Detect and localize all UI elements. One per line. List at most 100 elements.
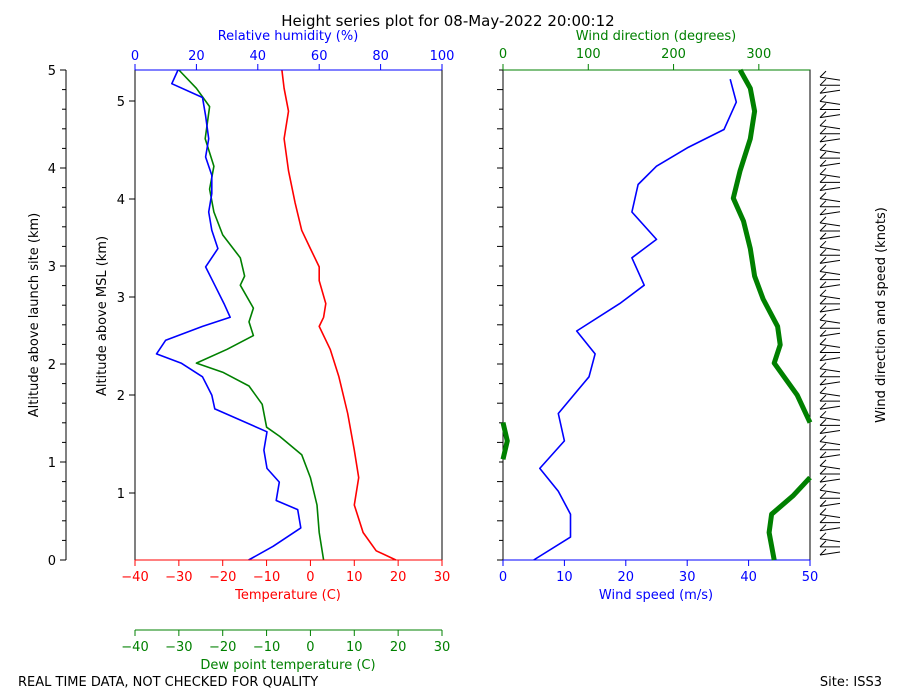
- wind-barb-flag: [819, 78, 827, 86]
- wind-barb: [819, 538, 841, 543]
- wind-barb-flag: [819, 135, 827, 143]
- wind-barb: [819, 405, 841, 410]
- outer-tick-label: 1: [48, 456, 56, 471]
- wind-barb-flag: [819, 419, 827, 426]
- outer-altitude-axis: 0 1 2 3 4 5 Altitude above launch site (km): [27, 64, 67, 569]
- wind-barb-flag: [819, 95, 827, 102]
- dewpoint-tick-label: 10: [346, 640, 363, 655]
- wind-barb-flag: [819, 410, 827, 418]
- wind-speed-tick-label: 40: [740, 570, 757, 585]
- wind-barb-flag: [819, 167, 827, 175]
- wind-barb: [819, 211, 841, 216]
- humidity-tick-label: 60: [311, 49, 328, 64]
- series-relative-humidity: [155, 69, 302, 561]
- dewpoint-axis-label: Dew point temperature (C): [200, 658, 375, 673]
- dewpoint-tick-label: 30: [434, 640, 451, 655]
- series-wind-direction: [500, 422, 510, 460]
- wind-barb-flag: [819, 338, 827, 345]
- wind-barb-flag: [819, 305, 827, 313]
- wind-barb-label: Wind direction and speed (knots): [874, 207, 889, 423]
- dewpoint-tick-label: 20: [390, 640, 407, 655]
- dewpoint-tick-label: −30: [165, 640, 192, 655]
- wind-barb-flag: [819, 184, 827, 191]
- wind-barb-flag: [819, 402, 827, 410]
- dewpoint-tick-label: 0: [306, 640, 314, 655]
- wind-barb-flag: [819, 143, 827, 151]
- temperature-tick-label: −30: [165, 570, 192, 585]
- thermo-panel: 1 2 3 4 5 Altitude above MSL (km) −40 −30 −20 −…: [95, 29, 454, 673]
- wind-barb: [819, 295, 841, 300]
- wind-barb: [819, 149, 841, 154]
- humidity-tick-label: 40: [250, 49, 267, 64]
- wind-barb-flag: [819, 192, 827, 199]
- wind-barb: [819, 357, 841, 362]
- wind-barb-flag: [819, 540, 827, 548]
- dewpoint-tick-label: −40: [121, 640, 148, 655]
- thermo-panel-frame: [134, 69, 443, 561]
- outer-tick-label: 2: [48, 358, 56, 373]
- wind-barb: [819, 430, 841, 434]
- wind-barb-flag: [819, 119, 827, 127]
- wind-barb-flag: [819, 176, 827, 183]
- wind-barb-flag: [819, 459, 827, 467]
- dewpoint-tick-label: −10: [253, 640, 280, 655]
- outer-tick-label: 0: [48, 554, 56, 569]
- humidity-axis-label: Relative humidity (%): [218, 29, 359, 44]
- wind-barb-flag: [819, 281, 827, 289]
- wind-barb: [819, 381, 841, 386]
- wind-barb: [819, 332, 841, 337]
- wind-speed-axis-label: Wind speed (m/s): [599, 588, 713, 603]
- series-temperature: [281, 69, 397, 561]
- wind-barb: [819, 198, 841, 203]
- wind-barb-flag: [819, 289, 827, 297]
- wind-barb: [819, 527, 841, 532]
- wind-barb-flag: [819, 216, 827, 224]
- wind-barb: [819, 478, 841, 483]
- inner-tick-label: 4: [117, 193, 125, 208]
- wind-barb-flag: [819, 532, 827, 540]
- wind-direction-tick-label: 200: [661, 47, 686, 62]
- wind-direction-axis-label: Wind direction (degrees): [576, 29, 736, 44]
- wind-barbs: [819, 70, 841, 556]
- wind-barb: [819, 465, 841, 470]
- temperature-tick-label: 30: [434, 570, 451, 585]
- temperature-tick-label: −10: [253, 570, 280, 585]
- series-wind-direction: [730, 68, 813, 424]
- wind-barb: [819, 100, 841, 105]
- wind-barb-flag: [819, 224, 827, 232]
- wind-direction-tick-label: 0: [499, 47, 507, 62]
- outer-tick-label: 5: [48, 64, 56, 79]
- wind-barb: [819, 271, 841, 275]
- wind-barb-flag: [819, 257, 827, 264]
- outer-altitude-label: Altitude above launch site (km): [27, 213, 42, 417]
- wind-barb-flag: [819, 548, 827, 556]
- wind-barb-flag: [819, 427, 827, 434]
- wind-barb: [819, 284, 841, 289]
- wind-barb: [819, 173, 841, 178]
- wind-speed-tick-label: 30: [679, 570, 696, 585]
- wind-barb: [819, 138, 841, 143]
- outer-tick-label: 4: [48, 162, 56, 177]
- wind-barb: [819, 454, 841, 459]
- wind-barb-flag: [819, 443, 827, 451]
- temperature-tick-label: 10: [346, 570, 363, 585]
- wind-barb: [819, 235, 841, 240]
- wind-barb-flag: [819, 200, 827, 208]
- wind-barb-flag: [819, 265, 827, 272]
- wind-barb-flag: [819, 248, 827, 256]
- wind-barb: [819, 308, 841, 313]
- wind-barb-flag: [819, 329, 827, 337]
- wind-barb: [819, 551, 841, 556]
- wind-barb: [819, 222, 841, 227]
- wind-barb-flag: [819, 70, 827, 78]
- wind-barb: [819, 319, 841, 324]
- wind-barb-flag: [819, 297, 827, 305]
- wind-barb: [819, 502, 841, 507]
- inner-tick-label: 5: [117, 95, 125, 110]
- wind-barb-flag: [819, 394, 827, 402]
- wind-barb-flag: [819, 362, 827, 370]
- wind-panel: 0 10 20 30 40 50 Wind speed (m/s) 0 100 200 300 …: [497, 29, 818, 603]
- series-dew-point: [178, 69, 325, 561]
- wind-barb-flag: [819, 524, 827, 532]
